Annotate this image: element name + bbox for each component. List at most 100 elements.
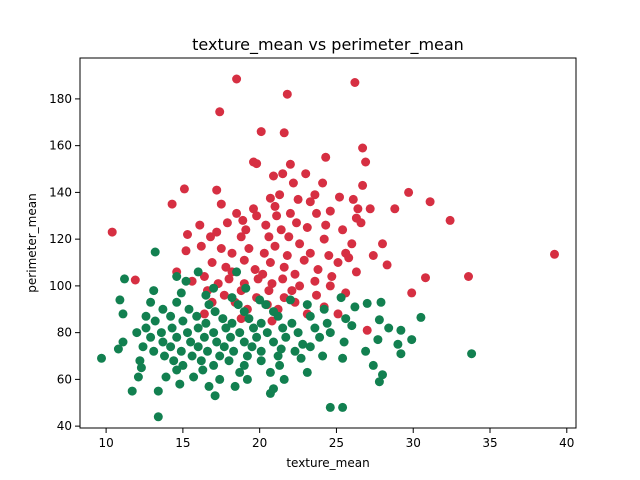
scatter-point [262, 328, 272, 338]
scatter-point [384, 323, 394, 333]
scatter-point [279, 262, 289, 272]
scatter-point [305, 197, 315, 207]
scatter-point [172, 272, 182, 281]
scatter-point [319, 304, 329, 314]
scatter-point [256, 346, 266, 356]
scatter-point [244, 314, 254, 324]
scatter-point [219, 342, 229, 352]
scatter-point [186, 337, 196, 347]
scatter-point [407, 335, 417, 345]
scatter-point [279, 128, 289, 138]
scatter-point [335, 192, 344, 202]
scatter-point [196, 356, 206, 366]
scatter-point [256, 127, 266, 137]
scatter-point [356, 218, 366, 228]
scatter-point [199, 332, 209, 342]
scatter-point [256, 318, 266, 328]
scatter-point [221, 262, 231, 272]
scatter-point [376, 297, 386, 307]
scatter-point [115, 295, 125, 305]
scatter-point [325, 206, 335, 216]
scatter-point [167, 199, 177, 209]
scatter-point [215, 107, 225, 117]
scatter-point [113, 344, 123, 354]
scatter-point [210, 307, 220, 317]
scatter-point [351, 267, 361, 277]
scatter-point [244, 244, 254, 253]
scatter-point [299, 255, 309, 265]
scatter-point [333, 309, 343, 319]
scatter-point [183, 328, 192, 338]
scatter-point [141, 311, 151, 321]
scatter-point [204, 300, 214, 310]
x-tick-label: 15 [175, 436, 190, 450]
scatter-point [310, 276, 320, 286]
scatter-point [310, 323, 320, 333]
scatter-point [550, 249, 559, 259]
scatter-point [212, 337, 222, 347]
scatter-point [464, 272, 473, 281]
scatter-point [179, 184, 189, 194]
scatter-point [212, 227, 222, 237]
scatter-point [347, 321, 357, 331]
scatter-point [362, 298, 372, 308]
scatter-point [252, 211, 262, 221]
scatter-point [221, 323, 231, 333]
scatter-point [229, 346, 239, 356]
y-axis-label: perimeter_mean [25, 193, 39, 292]
scatter-point [373, 335, 383, 345]
x-tick-label: 10 [98, 436, 113, 450]
scatter-point [219, 290, 229, 300]
scatter-point [279, 374, 289, 384]
scatter-point [338, 225, 348, 235]
scatter-point [238, 215, 248, 225]
scatter-point [336, 293, 346, 303]
scatter-point [227, 248, 237, 258]
scatter-point [425, 197, 435, 207]
scatter-point [321, 220, 331, 230]
scatter-point [361, 157, 371, 167]
scatter-point [273, 351, 283, 361]
scatter-point [239, 360, 249, 370]
scatter-point [270, 201, 280, 211]
y-tick-label: 80 [57, 326, 72, 340]
scatter-point [161, 372, 171, 382]
scatter-point [390, 204, 400, 214]
scatter-point [348, 194, 358, 204]
y-tick-label: 120 [49, 232, 72, 246]
x-tick-label: 25 [329, 436, 344, 450]
x-axis-label: texture_mean [286, 456, 369, 470]
scatter-point [199, 309, 209, 319]
scatter-point [353, 204, 363, 214]
scatter-point [278, 274, 288, 284]
scatter-point [288, 178, 298, 188]
scatter-point [250, 265, 260, 274]
scatter-point [273, 311, 283, 321]
scatter-point [382, 260, 392, 270]
scatter-point [175, 379, 185, 389]
scatter-point [235, 367, 245, 377]
scatter-point [153, 386, 163, 396]
scatter-point [255, 295, 265, 305]
scatter-point [252, 159, 262, 169]
scatter-point [295, 281, 305, 291]
scatter-point [276, 344, 286, 354]
scatter-point [201, 318, 211, 328]
scatter-point [209, 283, 219, 293]
scatter-point [233, 300, 243, 310]
scatter-point [318, 351, 328, 361]
scatter-point [275, 190, 285, 200]
scatter-point [338, 353, 348, 363]
scatter-point [269, 171, 278, 181]
scatter-point [341, 314, 351, 324]
scatter-point [156, 328, 166, 338]
scatter-point [141, 323, 151, 333]
scatter-point [178, 316, 188, 326]
scatter-point [396, 349, 406, 359]
scatter-point [239, 307, 249, 317]
scatter-point [396, 325, 406, 335]
scatter-point [362, 325, 372, 335]
scatter-point [242, 374, 252, 384]
scatter-point [120, 274, 129, 284]
scatter-point [374, 315, 384, 325]
